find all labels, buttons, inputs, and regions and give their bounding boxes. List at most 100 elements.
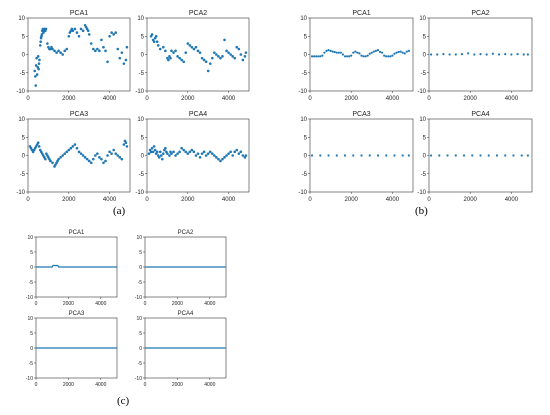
panel-b-pca2-ytick-label: 0 (423, 53, 427, 59)
panel-a-pca2-data-point (180, 58, 183, 62)
panel-b-pca1-data-point (352, 51, 355, 54)
panel-a-pca4-data-point (172, 150, 175, 154)
panel-b-pca3-data-point (335, 154, 338, 157)
panel-b-pca2-data-point (491, 52, 494, 55)
panel-b-pca3-data-point (401, 154, 404, 157)
panel-a-pca1-ytick-label: 5 (22, 34, 26, 40)
panel-b-pca1-xtick-label: 0 (308, 96, 312, 102)
panel-a-pca1-data-point (51, 47, 54, 51)
panel-a-pca4-data-point (213, 154, 216, 157)
panel-a-pca4-xtick-label: 4000 (222, 197, 236, 203)
panel-b-pca4-data-point (471, 154, 474, 157)
panel-a-pca4-xtick-label: 2000 (181, 197, 195, 203)
panel-b-pca1-data-point (339, 51, 342, 54)
panel-a-pca4-data-point (215, 156, 218, 159)
panel-b-pca1-data-point (387, 55, 390, 58)
panel-b-pca4-data-point (429, 154, 433, 157)
panel-a-pca4-title: PCA4 (189, 111, 207, 118)
panel-a-pca4-data-point (150, 146, 154, 150)
panel-a-pca1-data-point (102, 45, 105, 49)
panel-a-pca2-data-point (233, 56, 237, 60)
panel-a-pca2-data-point (239, 53, 243, 56)
panel-a-pca4-data-point (190, 148, 194, 152)
panel-a-pca3-data-point (122, 143, 126, 146)
panel-a-pca3-data-point (96, 152, 99, 155)
panel-a-pca2-data-point (170, 49, 173, 53)
panel-a-pca3-ytick-label: -10 (16, 190, 25, 196)
panel-b-pca1-data-point (348, 55, 351, 58)
panel-a-pca2-data-point (167, 58, 170, 62)
panel-a-pca1-data-point (122, 62, 126, 65)
panel-b-pca3-data-point (343, 154, 347, 157)
panel-a-pca1-data-point (39, 40, 42, 44)
panel-b-pca3-data-point (376, 154, 380, 157)
panel-a-pca4-data-point (168, 154, 171, 157)
panel-b-pca3-data-point (310, 154, 314, 157)
panel-a-pca4-data-point (227, 152, 230, 155)
panel-a-pca1-data-point (57, 49, 60, 53)
panel-a-pca1-data-point (116, 47, 120, 51)
panel-a-pca3-data-point (65, 150, 69, 154)
panel-a-pca3-ytick-label: 5 (22, 135, 26, 141)
panel-a-pca2-data-point (186, 42, 190, 45)
panel-b-pca1-data-point (372, 50, 375, 53)
panel-c-pca4-xtick-label: 0 (144, 382, 147, 388)
panel-a-pca1-data-point (41, 27, 45, 31)
panel-b-pca2-data-point (429, 53, 433, 56)
panel-c-pca3-xtick-label: 4000 (95, 382, 106, 388)
panel-a-pca3-data-point (83, 156, 87, 159)
panel-b-pca2-data-point (473, 53, 476, 56)
panel-b-pca1-data-point (317, 55, 320, 58)
panel-a-pca2-data-point (202, 58, 206, 62)
panel-a-pca2-data-point (196, 49, 200, 53)
panel-c-pca3-ytick-label: 10 (27, 316, 33, 322)
panel-a-pca2-axes-frame (146, 17, 250, 92)
panel-a-pca2-xtick-label: 4000 (222, 96, 236, 102)
panel-a-pca2-data-point (241, 58, 245, 62)
panel-a-pca2-ytick-label: 0 (141, 53, 145, 59)
panel-b-pca2-data-point (516, 53, 519, 56)
panel-a-pca1-data-point (120, 51, 124, 54)
panel-b-pca4-xtick-label: 4000 (505, 197, 519, 203)
panel-b-pca4-xtick-label: 2000 (464, 197, 478, 203)
panel-b-pca2-data-point (510, 53, 513, 56)
panel-a-pca2-data-point (198, 51, 202, 54)
panel-a-pca4-data-point (229, 150, 232, 154)
panel-a-pca3-data-point (89, 161, 93, 165)
panel-a-pca2-data-point (215, 53, 218, 56)
panel-b-pca3-ytick-label: 5 (304, 135, 308, 141)
panel-a-pca4-data-point (157, 156, 161, 159)
panel-c-pca2-ytick-label: 10 (136, 235, 142, 241)
panel-c-pca1-xtick-label: 4000 (95, 301, 106, 307)
panel-b-pca4-data-point (526, 154, 529, 157)
panel-b-pca1-data-point (323, 51, 326, 54)
panel-a-pca1-data-point (59, 51, 62, 54)
panel-a-pca3-data-point (85, 157, 89, 161)
panel-c-pca4-ytick-label: 0 (139, 346, 142, 352)
panel-b-pca2-ytick-label: 10 (419, 16, 426, 22)
panel-a-pca1-data-point (87, 33, 91, 36)
panel-a-pca3-data-point (94, 154, 97, 157)
panel-a-pca4-data-point (221, 157, 224, 161)
panel-a-pca1-data-point (89, 42, 93, 45)
panel-a-pca1-data-point (61, 53, 64, 56)
panel-a-pca1-ytick-label: 10 (18, 16, 25, 22)
panel-a-pca2-data-point (162, 45, 165, 49)
panel-c-pca2-ytick-label: 0 (139, 265, 142, 271)
panel-b-pca2-data-point (526, 53, 529, 56)
panel-c-pca1-ytick-label: -10 (26, 295, 33, 301)
panel-c-pca4-ytick-label: 5 (139, 331, 142, 337)
panel-a-pca1-data-point (44, 27, 48, 31)
panel-a-pca1-data-point (110, 31, 113, 34)
panel-a-pca3-data-point (57, 157, 60, 161)
panel-b-pca2-data-point (467, 52, 470, 55)
panel-a-pca4-data-point (194, 154, 198, 157)
panel-a-pca4-ytick-label: 5 (141, 135, 145, 141)
panel-a-pca2-data-point (174, 49, 177, 53)
panel-b-pca1-data-point (310, 55, 314, 58)
panel-a-pca1-data-point (34, 64, 38, 67)
panel-a-pca4-data-point (147, 152, 151, 155)
panel-b-pca1-data-point (405, 50, 408, 53)
panel-a-pca3-data-point (110, 152, 113, 155)
